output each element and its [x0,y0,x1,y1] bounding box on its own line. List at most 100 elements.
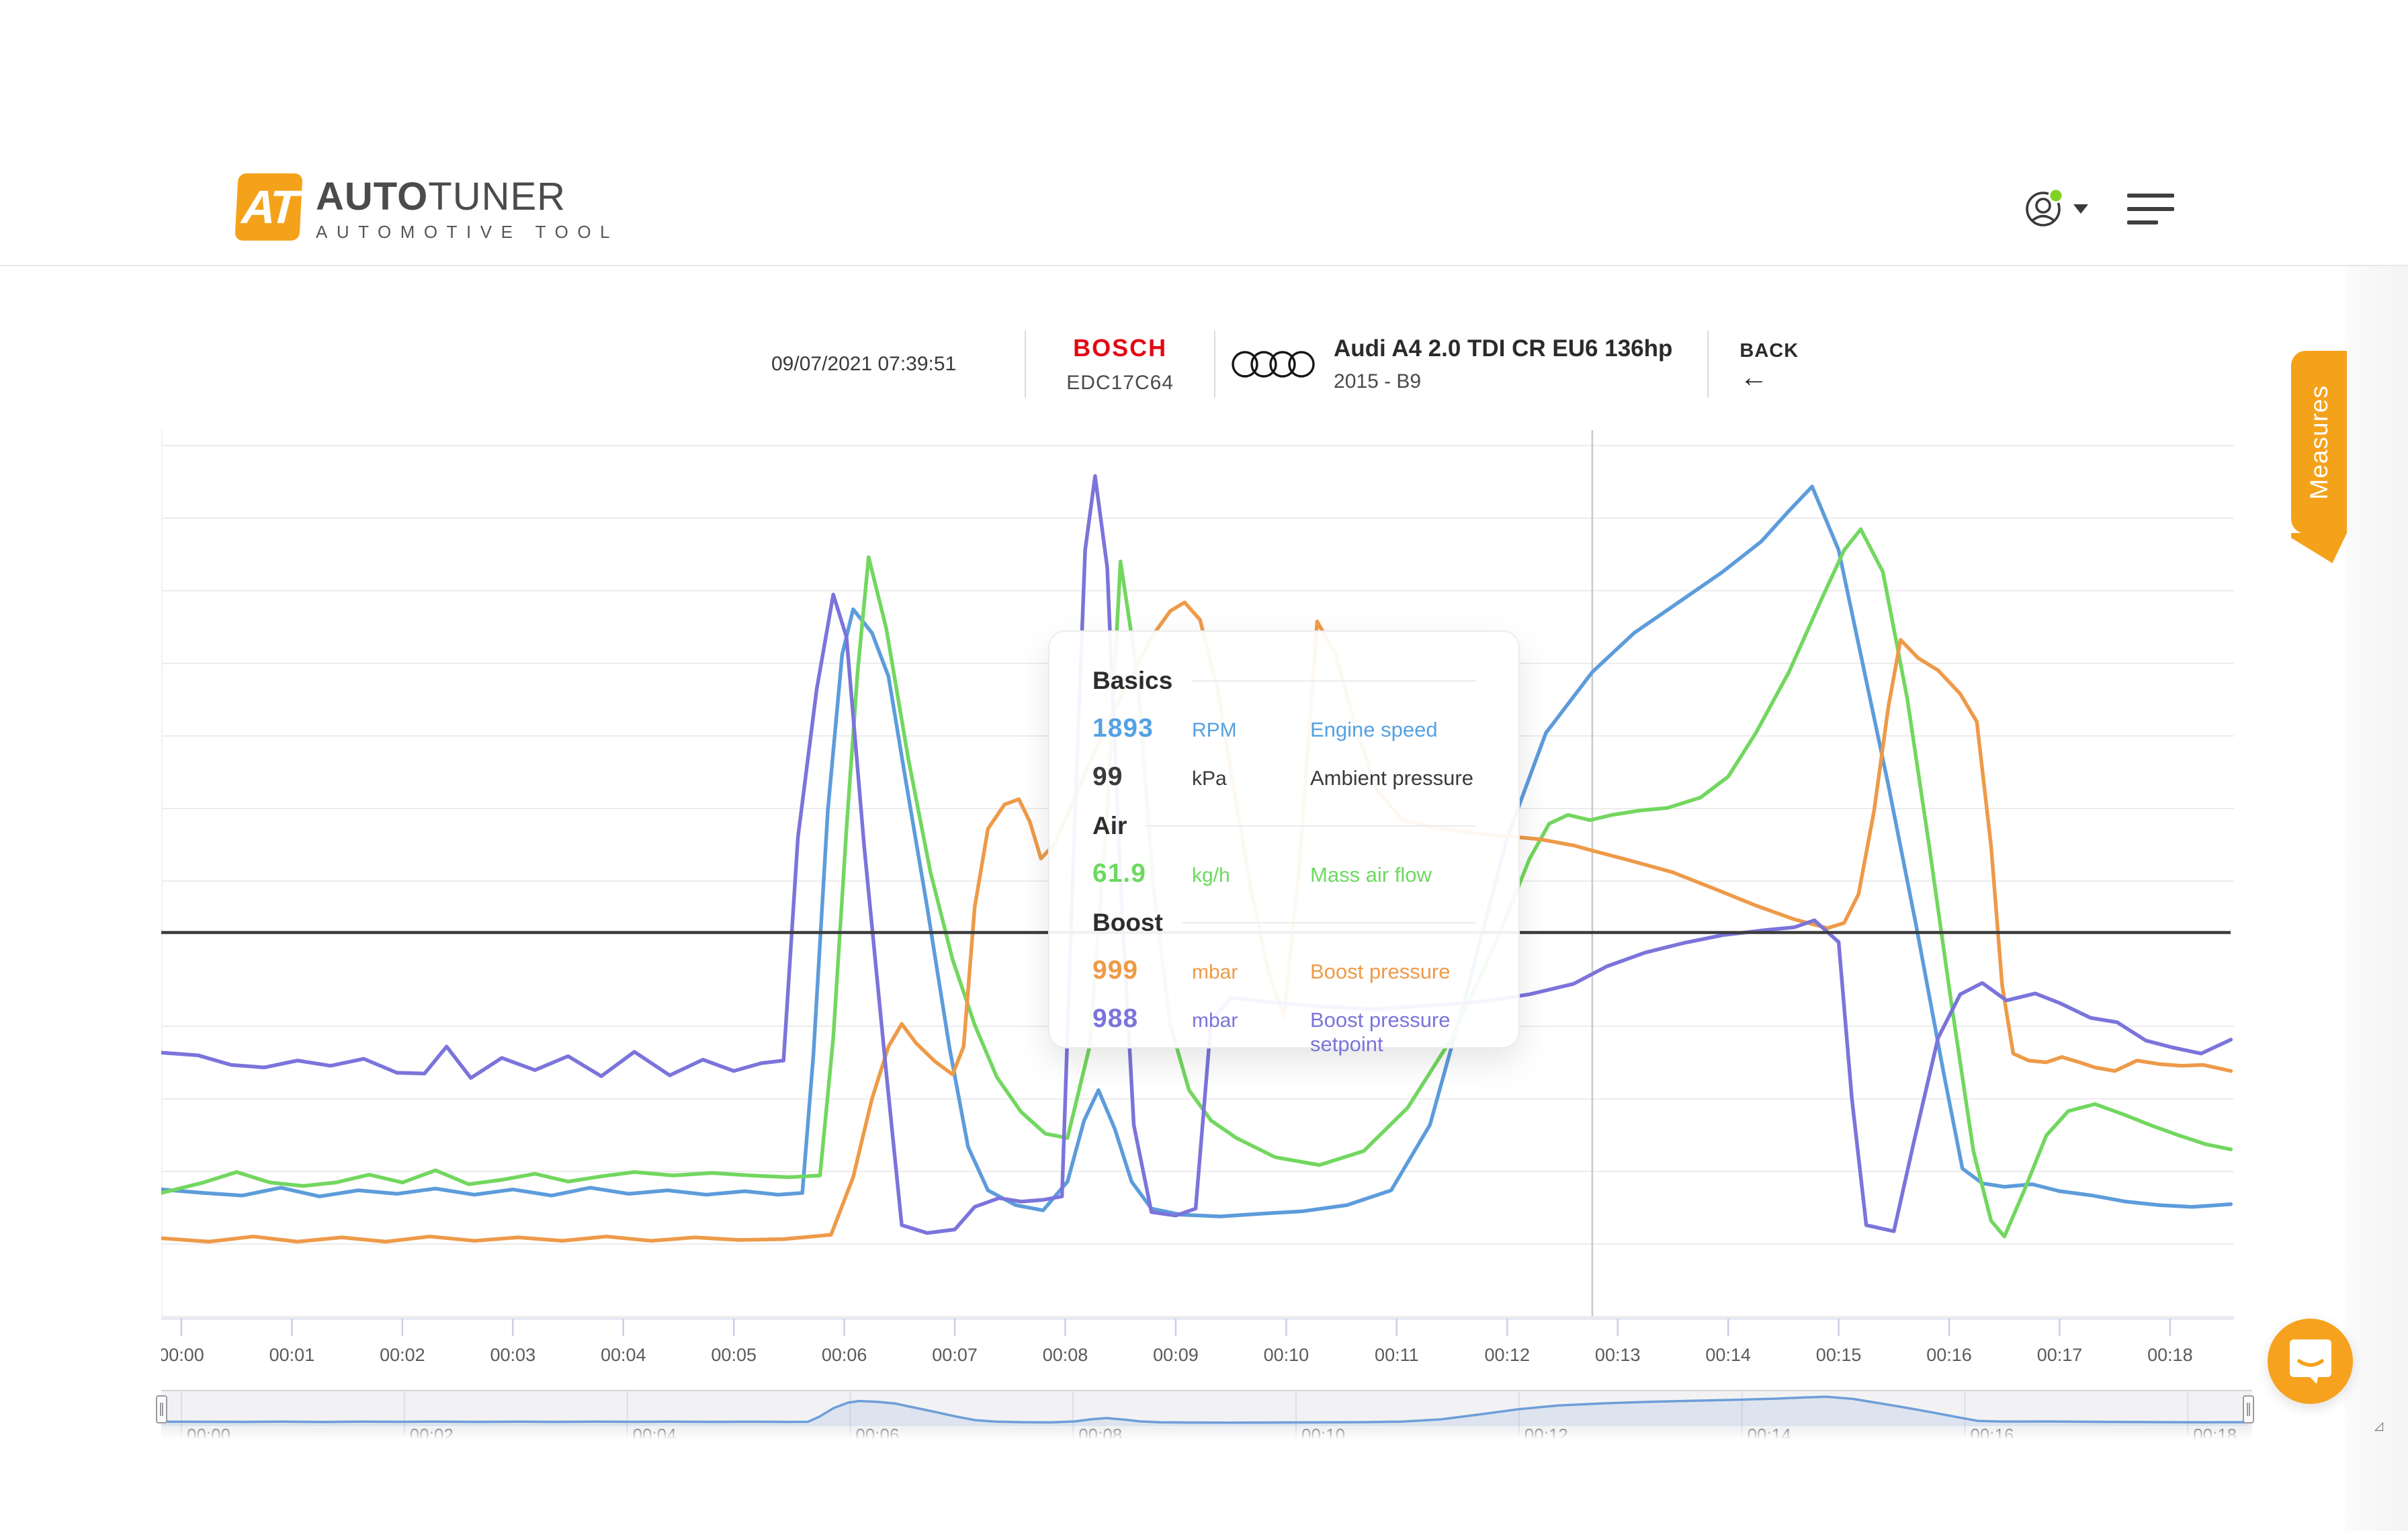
audi-rings-icon [1232,351,1315,378]
overview-canvas: 00:0000:0200:0400:0600:0800:1000:1200:14… [161,1391,2249,1440]
tooltip-value: 1893 [1092,714,1154,743]
brand-name-bold: AUTO [316,175,429,218]
tooltip-section-rule [1181,922,1475,923]
tooltip-row: 999 mbar Boost pressure [1092,956,1475,985]
brand-name-light: TUNER [428,175,566,218]
topbar: AT AUTOTUNER AUTOMOTIVE TOOL [0,0,2408,265]
overview-area [161,1397,2249,1426]
measures-tab[interactable]: Measures [2291,351,2347,534]
vehicle-info: Audi A4 2.0 TDI CR EU6 136hp 2015 - B9 [1230,335,1672,393]
x-tick-label: 00:03 [490,1345,536,1365]
ecu-model: EDC17C64 [1066,372,1174,394]
tooltip-row: 1893 RPM Engine speed [1092,714,1475,743]
brand-tagline: AUTOMOTIVE TOOL [316,222,619,242]
x-tick-label: 00:16 [1926,1345,1972,1365]
logo-box-icon: AT [234,173,303,241]
divider [1707,331,1709,398]
scrubber-handle-right[interactable] [2243,1395,2254,1423]
tooltip-section-title: Basics [1092,667,1173,694]
measures-tab-label: Measures [2305,384,2333,500]
tooltip-row: 988 mbar Boost pressure setpoint [1092,1004,1475,1057]
tooltip-value: 988 [1092,1004,1139,1033]
session-datetime: 09/07/2021 07:39:51 [771,353,957,375]
x-tick-label: 00:04 [601,1345,646,1365]
brand-name: AUTOTUNER [316,177,619,216]
menu-line [2127,207,2174,211]
menu-line [2127,220,2158,224]
overview-scrubber[interactable]: 00:0000:0200:0400:0600:0800:1000:1200:14… [161,1390,2252,1440]
series-boost-pressure-setpoint [161,474,2233,1235]
x-tick-label: 00:12 [1484,1345,1530,1365]
scrubber-handle-left[interactable] [156,1395,167,1423]
x-tick-label: 00:07 [932,1345,978,1365]
x-tick-label: 00:11 [1375,1345,1419,1365]
session-header: 09/07/2021 07:39:51 BOSCH EDC17C64 Audi … [771,327,1799,402]
tooltip-label: Ambient pressure [1310,766,1473,790]
tooltip-value: 99 [1092,762,1123,791]
tooltip-label: Engine speed [1310,718,1438,741]
measure-tooltip: Basics 1893 RPM Engine speed 99 kPa Ambient pr… [1048,630,1520,1056]
x-tick-label: 00:05 [711,1345,757,1365]
overview-line [161,1395,2249,1424]
tooltip-section-title: Boost [1092,909,1163,936]
tooltip-label: Boost pressure [1310,960,1451,983]
x-tick-label: 00:00 [161,1345,204,1365]
x-tick-label: 00:18 [2147,1345,2193,1365]
brand-text: AUTOTUNER AUTOMOTIVE TOOL [316,173,619,243]
presence-dot-icon [2048,188,2064,204]
divider [1025,331,1027,398]
vehicle-name: Audi A4 2.0 TDI CR EU6 136hp [1334,335,1673,362]
tooltip-section: Basics [1092,667,1475,695]
logo-monogram: AT [240,181,298,233]
series-engine-speed [161,485,2233,1218]
ecu-info: BOSCH EDC17C64 [1066,334,1174,395]
x-tick-label: 00:17 [2037,1345,2083,1365]
tooltip-unit: kg/h [1192,864,1230,886]
user-menu-button[interactable] [2025,188,2088,230]
tooltip-row: 99 kPa Ambient pressure [1092,762,1475,792]
tooltip-label: Boost pressure setpoint [1310,1008,1451,1056]
x-tick-label: 00:06 [822,1345,867,1365]
series-mass-air-flow [161,527,2233,1239]
tooltip-value: 999 [1092,956,1139,985]
back-arrow-icon: ← [1739,360,1768,392]
tooltip-row: 61.9 kg/h Mass air flow [1092,859,1475,888]
x-tick-label: 00:02 [380,1345,425,1365]
x-tick-label: 00:08 [1043,1345,1088,1365]
tooltip-section: Air [1092,812,1475,840]
tooltip-section-rule [1146,825,1475,827]
tooltip-unit: mbar [1192,961,1238,983]
resize-corner-icon: ◿ [2374,1419,2384,1432]
x-tick-label: 00:14 [1705,1345,1751,1365]
x-tick-label: 00:09 [1153,1345,1199,1365]
hamburger-menu-button[interactable] [2127,194,2174,224]
x-tick-label: 00:13 [1595,1345,1641,1365]
user-avatar-icon [2026,188,2064,226]
vehicle-years: 2015 - B9 [1334,370,1422,392]
back-button[interactable]: BACK ← [1739,339,1799,392]
overview-fade [161,1429,2252,1440]
divider [1214,331,1216,398]
x-tick-label: 00:01 [269,1345,315,1365]
tooltip-section-rule [1191,680,1475,681]
tooltip-unit: RPM [1192,719,1237,741]
tooltip-unit: kPa [1192,768,1227,790]
measures-tab-fold [2291,533,2347,563]
tooltip-unit: mbar [1192,1009,1238,1032]
autotuner-logo[interactable]: AT AUTOTUNER AUTOMOTIVE TOOL [234,173,619,243]
tooltip-value: 61.9 [1092,859,1146,888]
back-label: BACK [1739,339,1799,362]
chat-bubble-icon [2289,1339,2331,1384]
topbar-icons [2025,188,2174,230]
topbar-divider [0,265,2408,266]
tooltip-label: Mass air flow [1310,863,1432,886]
ecu-brand: BOSCH [1073,334,1168,362]
x-tick-label: 00:15 [1816,1345,1862,1365]
tooltip-section: Boost [1092,909,1475,937]
chevron-down-icon [2073,204,2088,214]
x-tick-label: 00:10 [1264,1345,1309,1365]
menu-line [2127,194,2174,198]
vehicle-text: Audi A4 2.0 TDI CR EU6 136hp 2015 - B9 [1334,335,1672,393]
tooltip-section-title: Air [1092,812,1127,839]
chat-launcher-button[interactable] [2268,1319,2353,1404]
